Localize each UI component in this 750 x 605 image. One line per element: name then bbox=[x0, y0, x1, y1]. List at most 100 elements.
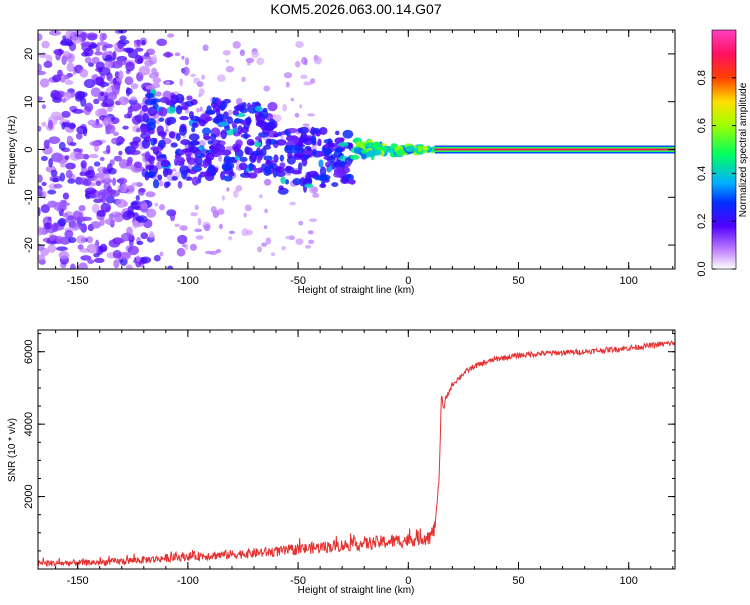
spectral-blob bbox=[65, 30, 76, 38]
spectral-blob bbox=[207, 140, 214, 145]
spectral-blob bbox=[38, 188, 43, 195]
spectral-blob bbox=[167, 33, 175, 38]
spectral-blob bbox=[265, 237, 272, 245]
spectral-blob bbox=[191, 126, 196, 133]
spectral-blob bbox=[228, 171, 235, 177]
spectral-blob bbox=[191, 122, 199, 128]
spectral-blob bbox=[95, 61, 105, 71]
spectral-blob bbox=[91, 56, 100, 64]
spectral-blob bbox=[294, 112, 300, 118]
spectral-blob bbox=[175, 104, 183, 115]
spectral-blob bbox=[212, 167, 219, 173]
spectral-blob bbox=[84, 169, 96, 179]
spectral-blob bbox=[292, 178, 302, 186]
spectral-blob bbox=[285, 81, 290, 88]
spectral-blob bbox=[59, 172, 66, 182]
spectral-blob bbox=[68, 237, 77, 244]
spectral-blob bbox=[74, 30, 83, 35]
spectral-blob bbox=[366, 150, 376, 158]
spectral-blob bbox=[256, 157, 261, 164]
spectral-blob bbox=[298, 126, 309, 134]
spectral-blob bbox=[188, 133, 200, 141]
spectral-blob bbox=[119, 35, 127, 41]
spectral-blob bbox=[88, 153, 99, 159]
spectral-blob bbox=[204, 250, 212, 255]
spectral-blob bbox=[58, 250, 70, 260]
spectral-blob bbox=[295, 238, 304, 246]
spectral-blob bbox=[239, 49, 245, 57]
spectral-blob bbox=[203, 224, 211, 232]
spectral-blob bbox=[177, 180, 183, 189]
spectral-blob bbox=[114, 238, 126, 244]
spectral-blob bbox=[228, 236, 232, 241]
spectral-blob bbox=[287, 127, 298, 134]
spectral-blob bbox=[306, 146, 312, 152]
spectral-blob bbox=[279, 154, 285, 162]
spectral-blob bbox=[55, 235, 63, 244]
spectral-blob bbox=[99, 217, 105, 226]
spectral-blob bbox=[232, 41, 241, 49]
spectral-blob bbox=[57, 217, 67, 227]
spectral-blob bbox=[243, 212, 247, 218]
spectral-blob bbox=[171, 176, 178, 181]
spectral-blob bbox=[300, 74, 308, 80]
spectral-blob bbox=[81, 162, 86, 168]
spectral-blob bbox=[284, 179, 290, 185]
spectral-blob bbox=[261, 242, 268, 247]
spectral-blob bbox=[120, 183, 128, 193]
spectral-blob bbox=[61, 110, 71, 118]
spectral-blob bbox=[319, 183, 327, 189]
spectral-blob bbox=[79, 171, 86, 177]
spectral-blob bbox=[106, 107, 113, 112]
spectral-blob bbox=[248, 162, 254, 171]
spectral-blob bbox=[263, 166, 272, 176]
spectral-blob bbox=[153, 254, 161, 262]
steady-line-core bbox=[434, 148, 675, 151]
spectral-blob bbox=[234, 155, 240, 161]
spectral-blob bbox=[241, 76, 246, 83]
spectral-blob bbox=[179, 115, 189, 121]
spectral-blob bbox=[215, 248, 222, 254]
spectral-blob bbox=[208, 163, 213, 173]
spectral-blob bbox=[224, 161, 235, 170]
spectral-blob bbox=[243, 132, 249, 140]
spectral-blob bbox=[194, 156, 199, 164]
spectral-blob bbox=[276, 139, 287, 146]
spectral-blob bbox=[302, 137, 314, 146]
spectral-blob bbox=[118, 150, 123, 156]
spectral-blob bbox=[147, 106, 158, 117]
spectral-blob bbox=[53, 90, 66, 98]
spectral-blob bbox=[226, 187, 230, 192]
spectral-blob bbox=[116, 137, 126, 143]
spectral-blob bbox=[125, 61, 135, 72]
spectral-blob bbox=[269, 118, 275, 125]
spectral-blob bbox=[88, 62, 95, 67]
spectral-blob bbox=[132, 220, 140, 229]
snr-ylabel: SNR (10 * v/v) bbox=[7, 418, 18, 482]
spectral-blob bbox=[264, 208, 268, 214]
spectral-blob bbox=[154, 91, 162, 97]
spectral-blob bbox=[190, 73, 196, 78]
spectral-blob bbox=[89, 141, 101, 147]
spectral-blob bbox=[87, 259, 95, 264]
spectrogram-xtick-label: 50 bbox=[512, 275, 524, 287]
spectral-blob bbox=[293, 152, 304, 159]
spectral-blob bbox=[233, 105, 245, 111]
spectral-blob bbox=[64, 80, 74, 85]
spectral-blob bbox=[117, 177, 128, 185]
spectral-blob bbox=[166, 118, 171, 126]
spectral-blob bbox=[66, 62, 75, 72]
spectral-blob bbox=[182, 66, 190, 76]
spectral-blob bbox=[187, 157, 197, 165]
spectral-blob bbox=[138, 65, 151, 76]
spectral-blob bbox=[78, 262, 88, 269]
spectral-blob bbox=[217, 208, 225, 215]
spectral-blob bbox=[244, 146, 250, 155]
spectral-blob bbox=[145, 208, 157, 218]
spectrogram-xtick-label: -150 bbox=[67, 275, 89, 287]
snr-ytick-label: 4000 bbox=[23, 412, 35, 436]
spectral-blob bbox=[197, 217, 202, 226]
spectral-blob bbox=[138, 188, 146, 193]
spectral-blob bbox=[196, 107, 200, 113]
spectral-blob bbox=[92, 203, 100, 214]
